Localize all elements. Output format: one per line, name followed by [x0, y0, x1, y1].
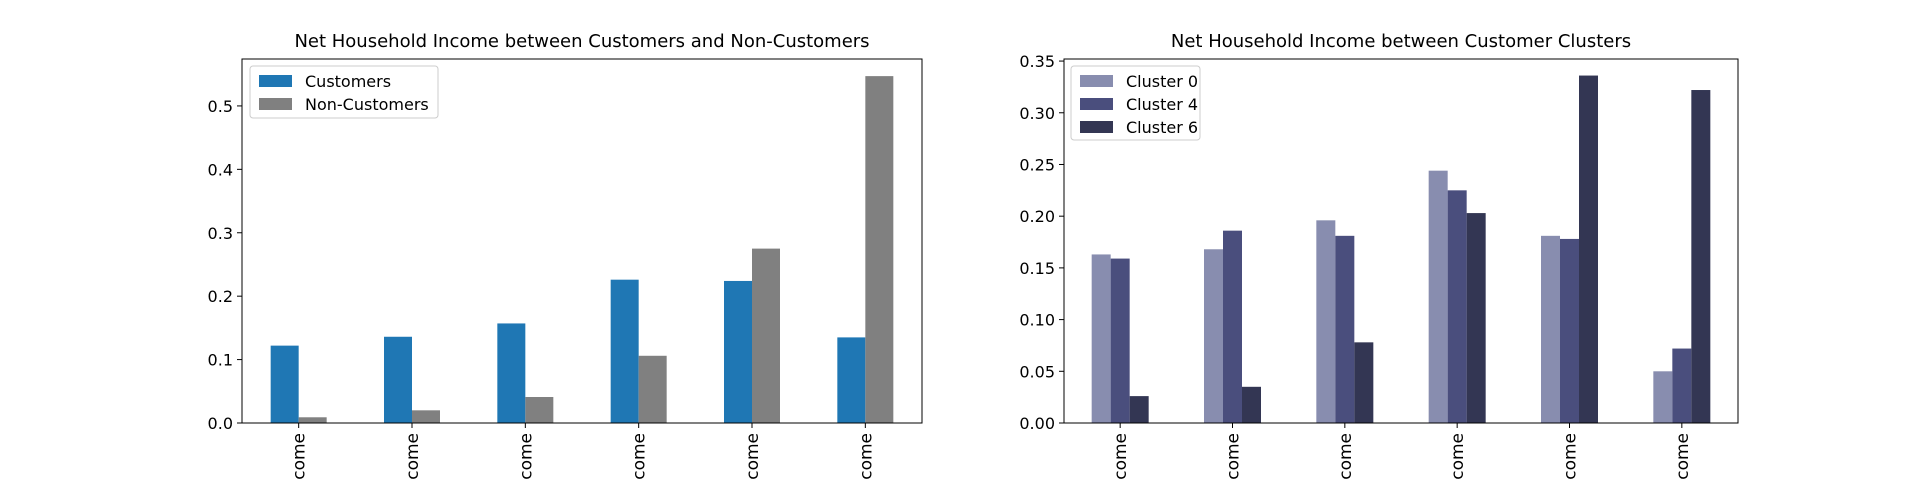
bar: [1466, 213, 1486, 423]
series-2-bars: [1110, 190, 1692, 423]
plot-frame: [1063, 58, 1739, 424]
bar: [865, 76, 894, 424]
bar: [412, 410, 440, 423]
bar: [1653, 371, 1673, 423]
bar: [1204, 249, 1223, 423]
bar: [1428, 170, 1448, 423]
bar: [837, 337, 866, 423]
y-tick-label: 0.3: [208, 224, 233, 243]
bar: [1541, 235, 1560, 423]
legend-frame: [249, 65, 439, 119]
legend-swatch: [1080, 121, 1113, 133]
x-tick-label: come: [743, 433, 763, 480]
bar: [298, 417, 327, 423]
y-tick-label: 0.00: [1019, 414, 1055, 433]
y-tick-label: 0.2: [208, 287, 233, 306]
bar: [1129, 396, 1149, 423]
legend-label: Non-Customers: [305, 95, 429, 114]
legend: Customers Non-Customers: [249, 65, 439, 119]
bar: [1579, 75, 1598, 424]
bar: [1335, 235, 1355, 423]
y-tick-label: 0.30: [1019, 104, 1055, 123]
plot-frame: [241, 58, 923, 424]
legend-swatch: [259, 98, 292, 110]
chart-title: Net Household Income between Customers a…: [294, 31, 869, 52]
legend-label: Customers: [305, 72, 391, 91]
legend-swatch: [1080, 98, 1113, 110]
y-tick-label: 0.20: [1019, 207, 1055, 226]
bar: [1316, 220, 1336, 423]
x-tick-label: come: [1673, 433, 1693, 480]
y-tick-label: 0.0: [208, 414, 233, 433]
y-tick-label: 0.35: [1019, 52, 1055, 71]
x-tick-label: come: [856, 433, 876, 480]
bar: [270, 345, 299, 423]
bar: [638, 355, 667, 423]
chart-title: Net Household Income between Customer Cl…: [1171, 31, 1631, 52]
series-1-bars: [270, 279, 866, 423]
x-tick-label: come: [290, 433, 310, 480]
x-tick-label: come: [1224, 433, 1244, 480]
y-tick-label: 0.1: [208, 351, 233, 370]
legend: Cluster 0 Cluster 4 Cluster 6: [1070, 65, 1201, 141]
legend-label: Cluster 4: [1126, 95, 1198, 114]
x-tick-label: come: [1561, 433, 1581, 480]
x-tick-label: come: [1111, 433, 1131, 480]
bar: [724, 280, 752, 423]
legend-swatch: [259, 75, 292, 87]
legend-swatch: [1080, 75, 1113, 87]
chart-customer-clusters: Net Household Income between Customer Cl…: [1019, 31, 1739, 480]
x-tick-label: come: [1448, 433, 1468, 480]
bar: [1691, 90, 1711, 424]
y-tick-label: 0.5: [208, 97, 233, 116]
y-tick-label: 0.05: [1019, 362, 1055, 381]
bar: [752, 248, 780, 423]
legend-label: Cluster 0: [1126, 72, 1198, 91]
series-1-bars: [1091, 170, 1673, 423]
y-tick-label: 0.10: [1019, 311, 1055, 330]
bar: [610, 279, 639, 423]
chart-customers-vs-non-customers: Net Household Income between Customers a…: [208, 31, 923, 480]
x-tick-label: come: [1336, 433, 1356, 480]
y-tick-label: 0.15: [1019, 259, 1055, 278]
x-tick-label: come: [516, 433, 536, 480]
bar: [1672, 348, 1692, 423]
bar: [1354, 342, 1374, 423]
x-tick-label: come: [630, 433, 650, 480]
bar: [1223, 230, 1242, 423]
bar: [1091, 254, 1111, 423]
legend-label: Cluster 6: [1126, 118, 1198, 137]
series-3-bars: [1129, 75, 1711, 424]
bar: [1447, 190, 1467, 423]
bar: [384, 336, 412, 423]
bar: [1110, 258, 1130, 423]
y-tick-label: 0.25: [1019, 155, 1055, 174]
bar: [525, 397, 554, 423]
bar: [497, 323, 526, 423]
series-2-bars: [298, 76, 894, 424]
y-tick-label: 0.4: [208, 160, 233, 179]
bar: [1560, 238, 1579, 423]
x-tick-label: come: [403, 433, 423, 480]
bar: [1242, 386, 1261, 423]
